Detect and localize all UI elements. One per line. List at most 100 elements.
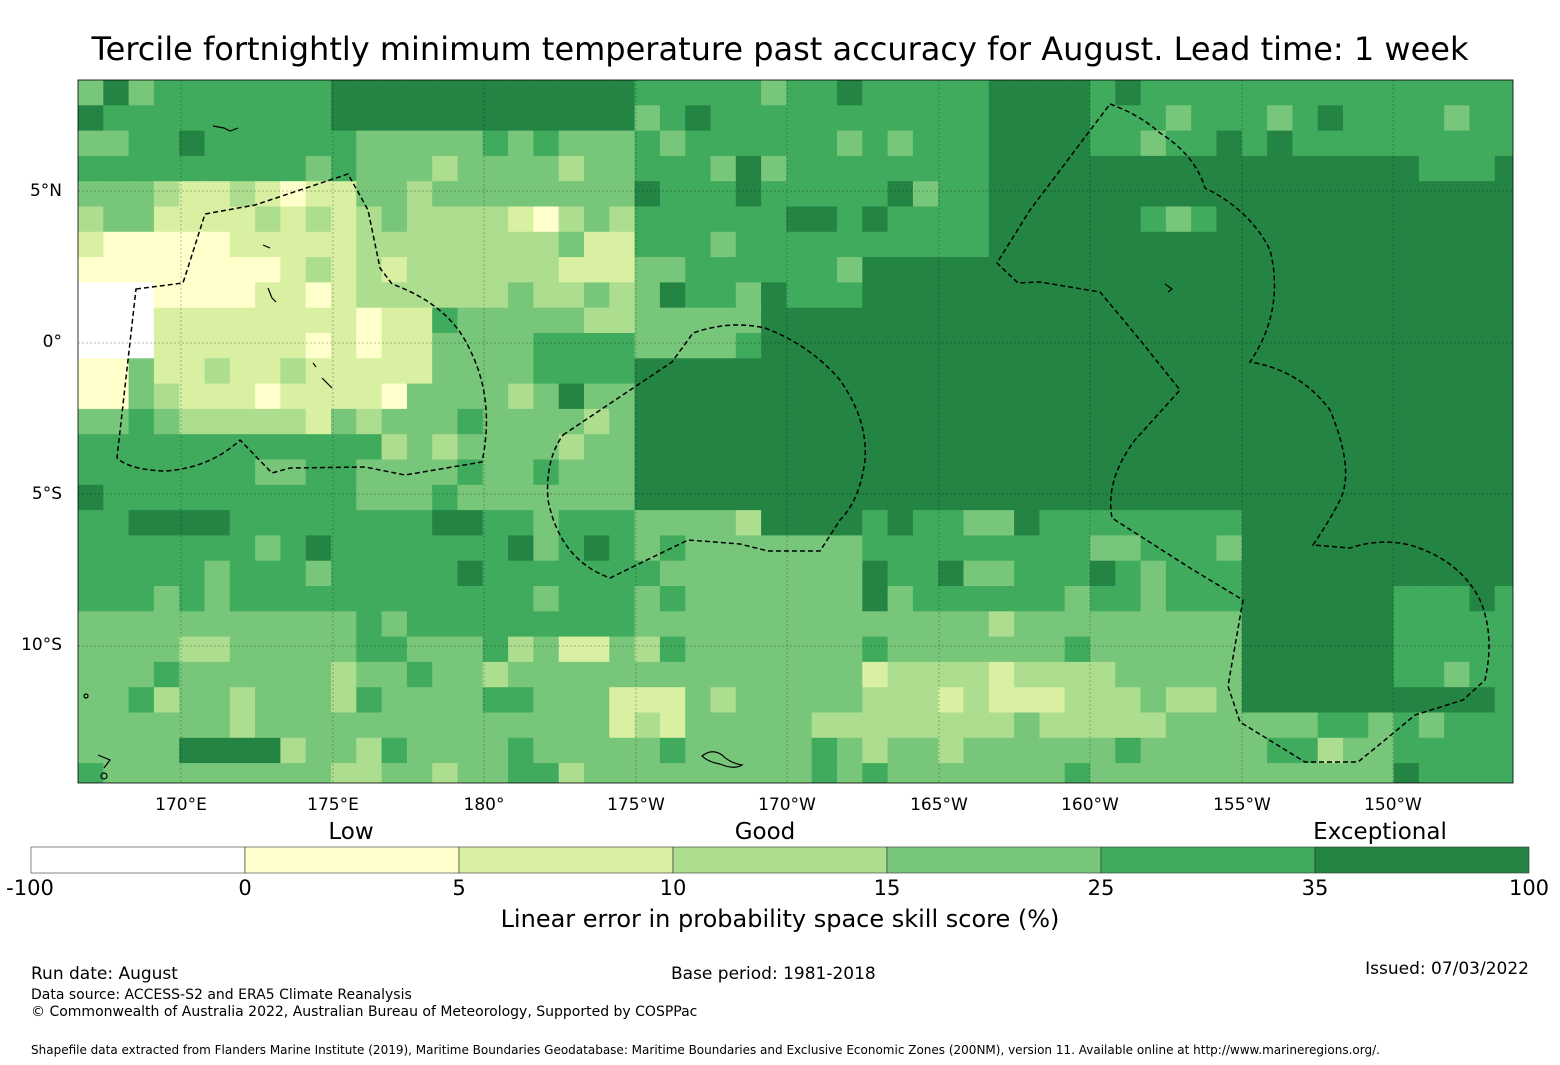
grid-cell (1241, 459, 1268, 486)
grid-cell (1039, 358, 1066, 385)
grid-cell (1292, 661, 1319, 688)
grid-cell (1014, 535, 1040, 562)
grid-cell (1317, 434, 1344, 461)
grid-cell (204, 80, 231, 106)
grid-cell (1368, 408, 1395, 435)
grid-cell (457, 80, 484, 106)
grid-cell (1216, 155, 1243, 182)
grid-cell (482, 181, 509, 208)
grid-cell (1444, 586, 1471, 612)
grid-cell (1014, 636, 1040, 663)
grid-cell (1191, 712, 1218, 739)
grid-cell (153, 611, 180, 638)
grid-cell (1469, 484, 1496, 511)
grid-cell (1393, 333, 1420, 359)
grid-cell (204, 231, 231, 258)
grid-cell (229, 181, 256, 208)
grid-cell (1418, 130, 1445, 157)
grid-cell (862, 358, 889, 385)
grid-cell (1469, 282, 1496, 309)
grid-cell (204, 358, 231, 385)
grid-cell (1317, 231, 1344, 258)
grid-cell (305, 737, 332, 764)
grid-cell (1115, 257, 1142, 283)
grid-cell (406, 130, 433, 157)
grid-cell (1216, 763, 1243, 783)
grid-cell (331, 80, 357, 106)
grid-cell (1216, 257, 1243, 283)
grid-cell (78, 560, 104, 587)
grid-cell (153, 712, 180, 739)
grid-cell (887, 206, 914, 233)
grid-cell (685, 510, 712, 536)
grid-cell (1469, 434, 1496, 461)
grid-cell (887, 105, 914, 132)
grid-cell (1165, 510, 1192, 536)
grid-cell (988, 358, 1015, 385)
grid-cell (1191, 586, 1218, 612)
lon-label: 175°W (607, 795, 665, 815)
grid-cell (1444, 484, 1471, 511)
grid-cell (1014, 661, 1040, 688)
grid-cell (634, 181, 661, 208)
grid-cell (1444, 510, 1471, 536)
grid-cell (204, 383, 231, 410)
grid-cell (305, 535, 332, 562)
grid-cell (381, 560, 408, 587)
grid-cell (1292, 307, 1319, 334)
grid-cell (811, 763, 838, 783)
grid-cell (356, 434, 383, 461)
grid-cell (204, 712, 231, 739)
map-title: Tercile fortnightly minimum temperature … (91, 30, 1469, 68)
grid-cell (609, 333, 636, 359)
grid-cell (963, 611, 990, 638)
grid-cell (1494, 737, 1513, 764)
grid-cell (1039, 712, 1066, 739)
grid-cell (811, 333, 838, 359)
grid-cell (482, 434, 509, 461)
grid-cell (204, 510, 231, 536)
grid-cell (1317, 687, 1344, 714)
grid-cell (457, 181, 484, 208)
grid-cell (887, 383, 914, 410)
grid-cell (811, 636, 838, 663)
grid-cell (685, 560, 712, 587)
grid-cell (710, 181, 737, 208)
grid-cell (988, 155, 1015, 182)
grid-cell (811, 434, 838, 461)
grid-cell (381, 130, 408, 157)
grid-cell (1393, 80, 1420, 106)
grid-cell (1140, 560, 1167, 587)
grid-cell (1165, 459, 1192, 486)
grid-cell (584, 383, 610, 410)
grid-cell (204, 155, 231, 182)
grid-cell (1393, 763, 1420, 783)
grid-cell (1140, 712, 1167, 739)
grid-cell (1064, 687, 1091, 714)
grid-cell (862, 535, 889, 562)
grid-cell (1165, 181, 1192, 208)
grid-cell (229, 611, 256, 638)
grid-cell (406, 611, 433, 638)
grid-cell (229, 687, 256, 714)
grid-cell (305, 408, 332, 435)
grid-cell (558, 484, 585, 511)
grid-cell (1115, 661, 1142, 688)
grid-cell (432, 181, 459, 208)
grid-cell (609, 80, 636, 106)
grid-cell (457, 737, 484, 764)
grid-cell (1418, 611, 1445, 638)
grid-cell (659, 636, 686, 663)
grid-cell (862, 560, 889, 587)
grid-cell (938, 383, 965, 410)
grid-cell (255, 484, 281, 511)
grid-cell (508, 560, 534, 587)
colorbar-tick-label: 15 (873, 876, 901, 900)
grid-cell (862, 206, 889, 233)
grid-cell (988, 560, 1015, 587)
grid-cell (634, 408, 661, 435)
grid-cell (331, 535, 357, 562)
grid-cell (761, 307, 787, 334)
grid-cell (988, 712, 1015, 739)
grid-cell (710, 282, 737, 309)
